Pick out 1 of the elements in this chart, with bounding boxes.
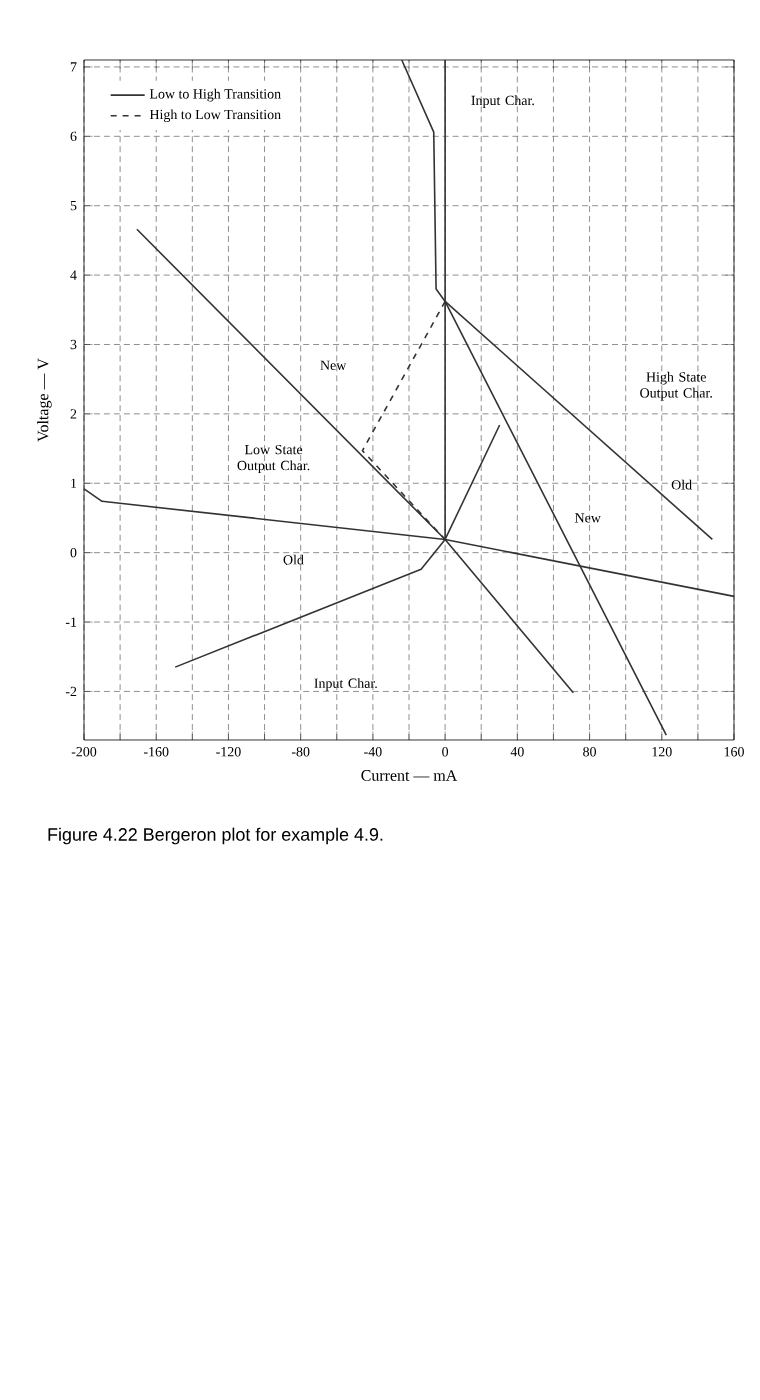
caption: Figure 4.22 Bergeron plot for example 4.9.	[48, 827, 383, 845]
